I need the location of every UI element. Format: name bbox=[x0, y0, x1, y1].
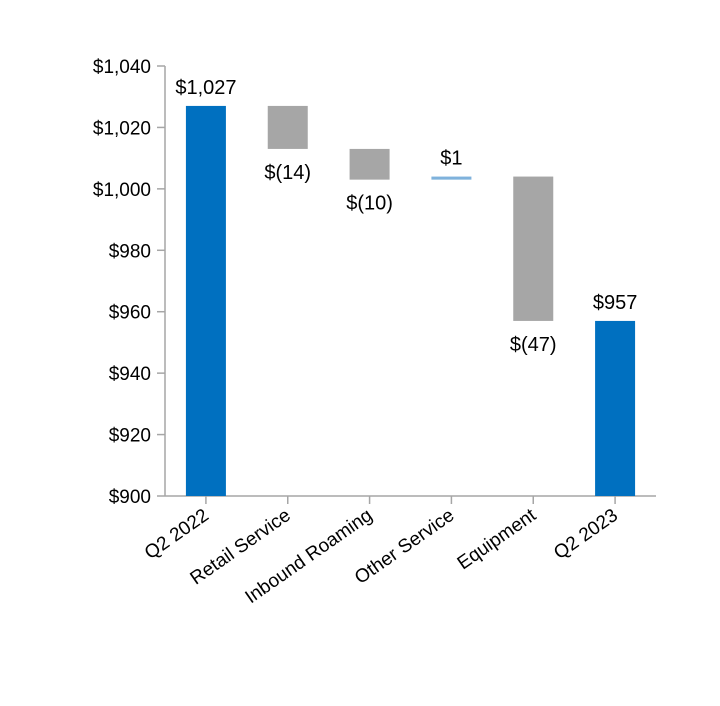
bar-retail-service bbox=[267, 105, 308, 149]
y-tick-label: $900 bbox=[109, 487, 151, 508]
category-label: Q2 2023 bbox=[550, 505, 622, 564]
data-label: $(14) bbox=[264, 162, 311, 184]
y-tick-label: $980 bbox=[109, 241, 151, 262]
bar-q2-2023 bbox=[595, 320, 636, 496]
y-axis: $900 $920 $940 $960 $980 $1,000 $1,020 $1,040 bbox=[93, 57, 166, 508]
data-labels: $1,027 $(14) $(10) $1 $(47) $957 bbox=[175, 77, 637, 356]
x-axis bbox=[165, 495, 656, 504]
bar-other-service bbox=[431, 176, 472, 180]
data-label: $1,027 bbox=[175, 77, 236, 99]
category-label: Q2 2022 bbox=[141, 505, 213, 564]
bar-equipment bbox=[513, 176, 554, 321]
y-tick-label: $1,020 bbox=[93, 118, 151, 139]
y-tick-label: $1,000 bbox=[93, 180, 151, 201]
bar-inbound-roaming bbox=[349, 148, 390, 180]
data-label: $957 bbox=[593, 292, 638, 314]
y-tick-label: $1,040 bbox=[93, 57, 151, 78]
bar-q2-2022 bbox=[185, 105, 226, 496]
data-label: $1 bbox=[440, 148, 462, 170]
data-label: $(10) bbox=[346, 193, 393, 215]
bars bbox=[185, 105, 636, 496]
data-label: $(47) bbox=[510, 334, 557, 356]
y-tick-label: $940 bbox=[109, 364, 151, 385]
category-label: Equipment bbox=[454, 504, 541, 574]
y-tick-label: $920 bbox=[109, 426, 151, 447]
y-tick-label: $960 bbox=[109, 303, 151, 324]
